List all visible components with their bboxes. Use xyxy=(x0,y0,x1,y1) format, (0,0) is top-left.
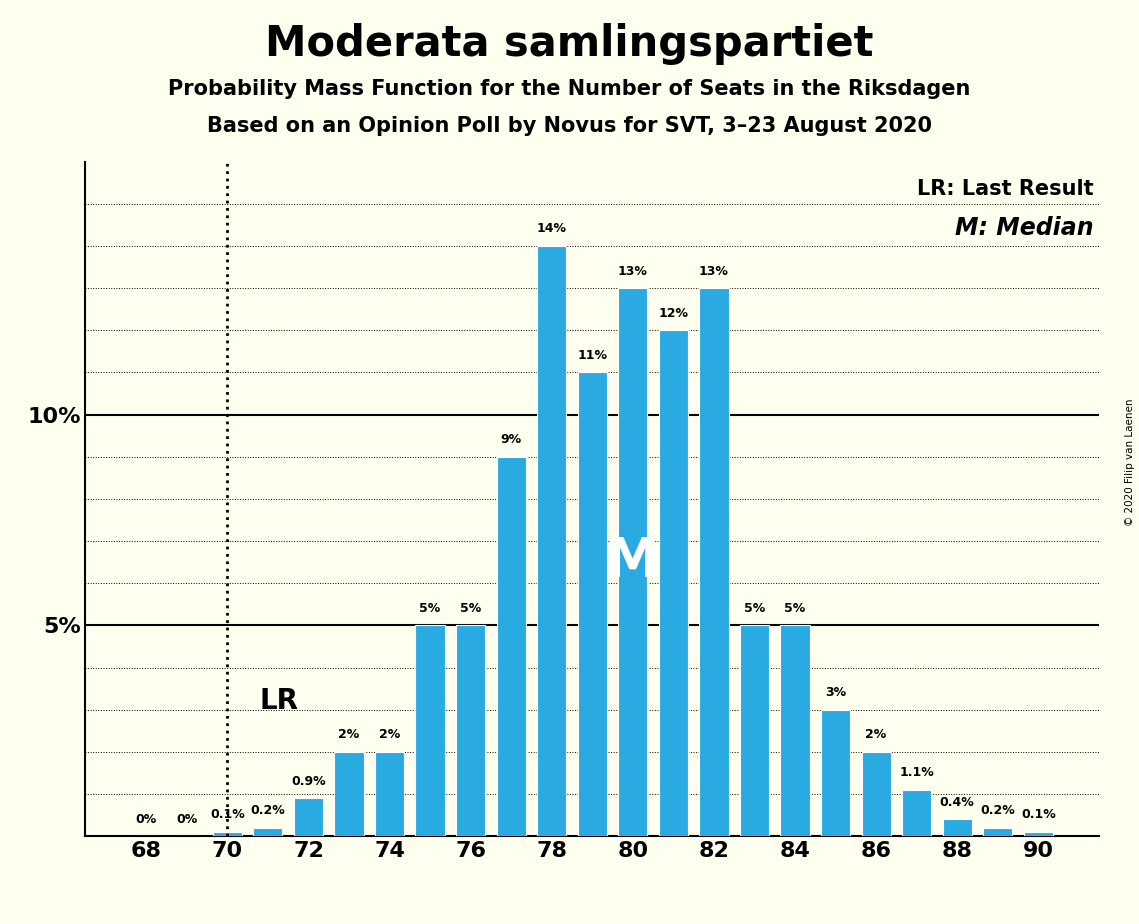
Text: LR: LR xyxy=(260,687,298,715)
Text: 12%: 12% xyxy=(658,307,688,320)
Text: 5%: 5% xyxy=(785,602,805,614)
Bar xyxy=(497,456,526,836)
Bar xyxy=(943,820,972,836)
Text: Based on an Opinion Poll by Novus for SVT, 3–23 August 2020: Based on an Opinion Poll by Novus for SV… xyxy=(207,116,932,136)
Bar xyxy=(983,828,1013,836)
Text: 13%: 13% xyxy=(699,264,729,277)
Bar xyxy=(335,752,363,836)
Bar xyxy=(294,798,323,836)
Text: Probability Mass Function for the Number of Seats in the Riksdagen: Probability Mass Function for the Number… xyxy=(169,79,970,99)
Bar xyxy=(699,288,729,836)
Bar xyxy=(577,372,607,836)
Bar xyxy=(416,626,444,836)
Text: Moderata samlingspartiet: Moderata samlingspartiet xyxy=(265,23,874,65)
Text: M: Median: M: Median xyxy=(956,215,1095,239)
Text: 2%: 2% xyxy=(379,728,400,741)
Bar xyxy=(538,246,566,836)
Bar xyxy=(902,790,932,836)
Bar xyxy=(213,832,241,836)
Bar xyxy=(861,752,891,836)
Bar xyxy=(375,752,404,836)
Text: 5%: 5% xyxy=(419,602,441,614)
Text: 14%: 14% xyxy=(536,223,567,236)
Text: 5%: 5% xyxy=(460,602,482,614)
Text: 0%: 0% xyxy=(177,813,197,826)
Text: 1.1%: 1.1% xyxy=(900,766,934,779)
Text: 0.9%: 0.9% xyxy=(292,774,326,788)
Text: 0.2%: 0.2% xyxy=(251,804,285,817)
Text: 2%: 2% xyxy=(866,728,887,741)
Bar xyxy=(780,626,810,836)
Text: 9%: 9% xyxy=(501,433,522,446)
Text: 5%: 5% xyxy=(744,602,765,614)
Bar xyxy=(740,626,769,836)
Text: 3%: 3% xyxy=(825,687,846,699)
Text: 2%: 2% xyxy=(338,728,360,741)
Text: 13%: 13% xyxy=(617,264,648,277)
Text: 11%: 11% xyxy=(577,349,607,362)
Text: M: M xyxy=(605,535,661,590)
Bar xyxy=(821,710,850,836)
Text: 0.1%: 0.1% xyxy=(210,808,245,821)
Text: LR: Last Result: LR: Last Result xyxy=(917,178,1095,199)
Bar xyxy=(253,828,282,836)
Bar xyxy=(658,331,688,836)
Text: © 2020 Filip van Laenen: © 2020 Filip van Laenen xyxy=(1125,398,1134,526)
Text: 0.4%: 0.4% xyxy=(940,796,975,808)
Bar xyxy=(1024,832,1052,836)
Text: 0.1%: 0.1% xyxy=(1021,808,1056,821)
Text: 0.2%: 0.2% xyxy=(981,804,1015,817)
Text: 0%: 0% xyxy=(136,813,157,826)
Bar xyxy=(456,626,485,836)
Bar xyxy=(618,288,647,836)
